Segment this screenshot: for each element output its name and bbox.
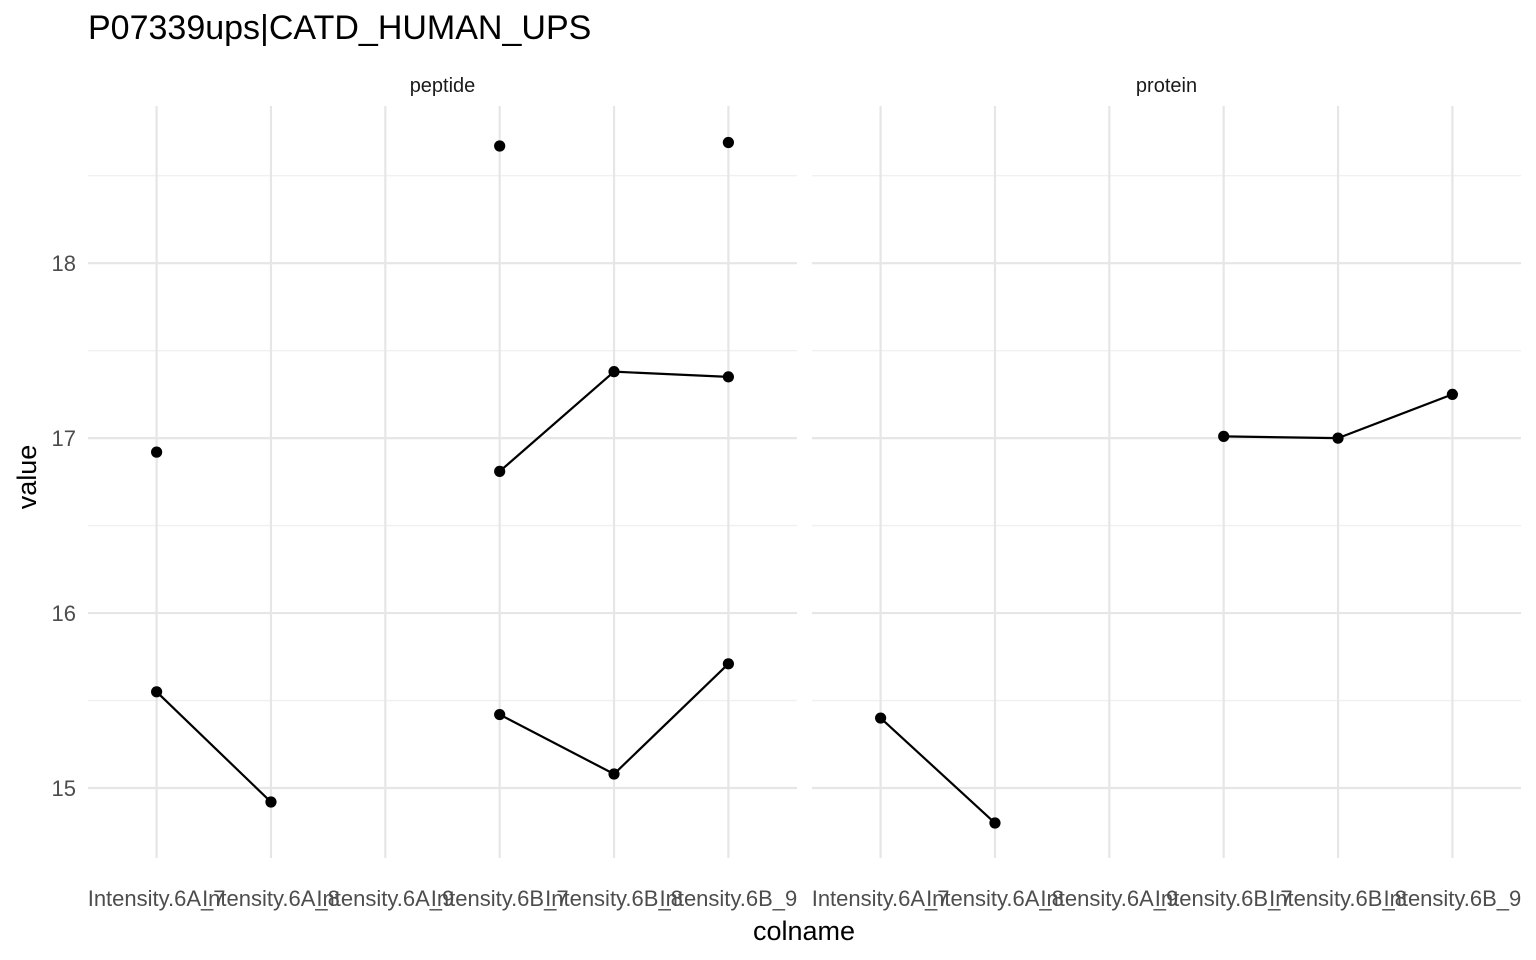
data-point xyxy=(151,686,163,698)
x-tick-label: Intensity.6A_8 xyxy=(202,886,340,911)
data-point xyxy=(608,366,620,378)
x-axis-title: colname xyxy=(753,916,855,946)
x-tick-label: Intensity.6B_7 xyxy=(1155,886,1293,911)
data-point xyxy=(875,712,887,724)
x-tick-label: Intensity.6A_7 xyxy=(88,886,226,911)
data-point xyxy=(722,371,734,383)
series-line-segment xyxy=(1337,393,1453,440)
y-axis-title: value xyxy=(12,445,42,510)
y-tick-label: 15 xyxy=(52,776,76,801)
data-point xyxy=(608,768,620,780)
data-point xyxy=(1218,430,1230,442)
series-protein-1 xyxy=(875,388,1458,829)
series-peptide-1 xyxy=(151,136,734,458)
y-tick-label: 16 xyxy=(52,601,76,626)
series-line-segment xyxy=(613,370,729,379)
facet-label-protein: protein xyxy=(1136,75,1197,97)
series-line-segment xyxy=(1223,435,1339,440)
facet-label-peptide: peptide xyxy=(410,75,476,97)
data-point xyxy=(1332,432,1344,444)
y-tick-label: 18 xyxy=(52,251,76,276)
panels-group: Intensity.6A_7Intensity.6A_8Intensity.6A… xyxy=(52,75,1522,911)
data-point xyxy=(494,708,506,721)
x-tick-label: Intensity.6B_9 xyxy=(659,886,797,911)
series-line-segment xyxy=(879,717,996,824)
panel-protein: Intensity.6A_7Intensity.6A_8Intensity.6A… xyxy=(812,75,1522,911)
chart-title: P07339ups|CATD_HUMAN_UPS xyxy=(88,9,591,47)
panel-peptide: Intensity.6A_7Intensity.6A_8Intensity.6A… xyxy=(88,75,798,911)
x-tick-label: Intensity.6A_9 xyxy=(316,886,454,911)
x-tick-label: Intensity.6B_9 xyxy=(1383,886,1521,911)
x-tick-label: Intensity.6B_8 xyxy=(1269,886,1407,911)
y-axis-ticks: 15 16 17 18 xyxy=(52,251,76,801)
series-line-segment xyxy=(498,370,615,473)
series-peptide-3 xyxy=(494,658,734,780)
x-tick-label: Intensity.6B_7 xyxy=(431,886,569,911)
data-point xyxy=(494,140,506,152)
x-tick-label: Intensity.6A_8 xyxy=(926,886,1064,911)
series-line-segment xyxy=(155,691,272,803)
data-point xyxy=(1446,388,1458,401)
data-point xyxy=(151,446,163,458)
series-line-segment xyxy=(613,663,730,775)
series-peptide-2 xyxy=(151,366,734,808)
x-tick-label: Intensity.6A_7 xyxy=(812,886,950,911)
y-tick-label: 17 xyxy=(52,426,76,451)
x-tick-label: Intensity.6B_8 xyxy=(545,886,683,911)
series-line-segment xyxy=(499,713,615,776)
data-point xyxy=(722,658,734,670)
data-point xyxy=(265,796,277,808)
data-point xyxy=(494,465,506,477)
data-point xyxy=(989,817,1001,829)
x-tick-label: Intensity.6A_9 xyxy=(1040,886,1178,911)
data-point xyxy=(722,136,734,149)
